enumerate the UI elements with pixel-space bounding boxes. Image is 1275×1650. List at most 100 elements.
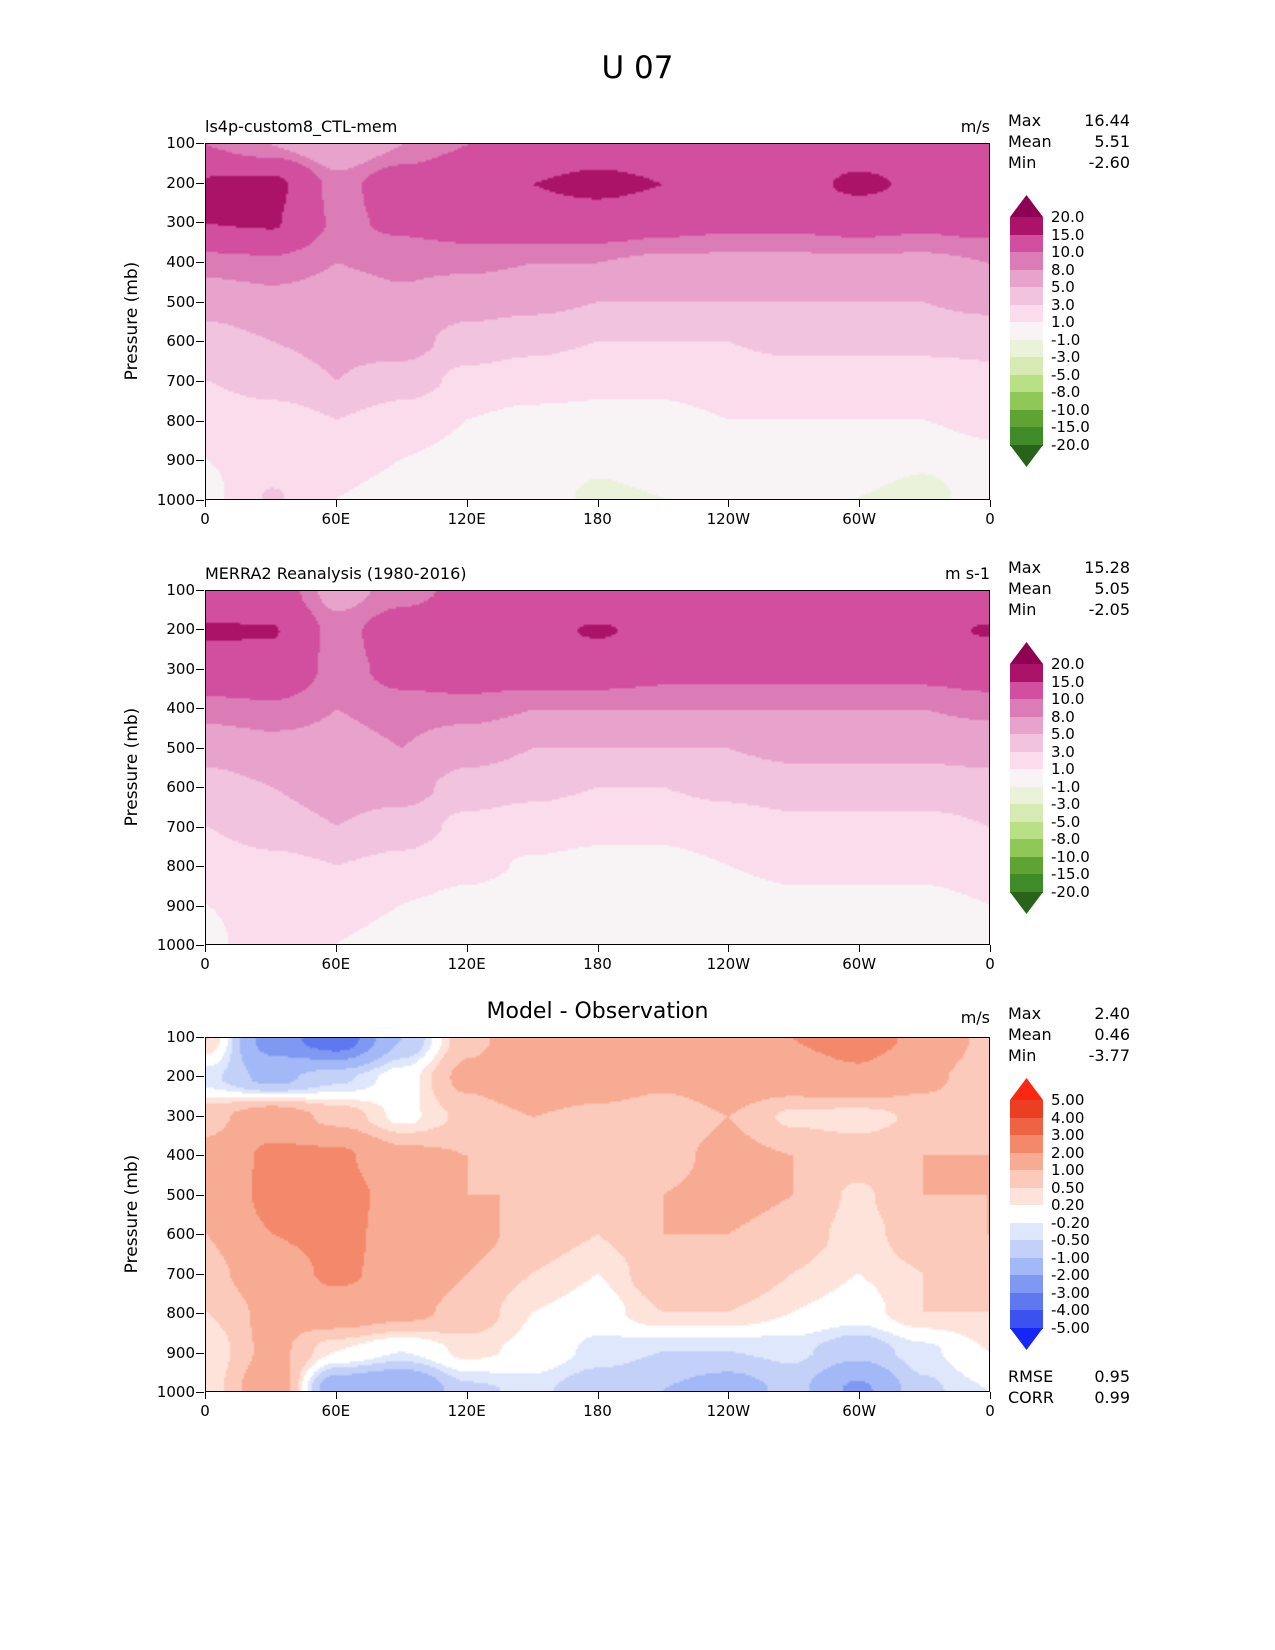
tick-mark-y (196, 1115, 204, 1117)
stat-mean: Mean 5.05 (1008, 578, 1130, 599)
colorbar-tick-label: 5.00 (1051, 1091, 1085, 1109)
colorbar-tick-label: 5.0 (1051, 725, 1075, 744)
tick-mark-x (205, 1392, 206, 1399)
colorbar-segment (1010, 392, 1043, 411)
colorbar-segment (1010, 1257, 1043, 1276)
colorbar-tick-label: 8.0 (1051, 707, 1075, 726)
tick-mark-x (335, 945, 337, 952)
stats-difference: Max 2.40 Mean 0.46 Min -3.77 (1008, 1003, 1130, 1066)
ytick-label: 1000 (156, 491, 195, 509)
colorbar-tick-label: 10.0 (1051, 690, 1085, 709)
ytick-label: 200 (166, 620, 195, 639)
colorbar-segment (1010, 664, 1043, 683)
colorbar-arrow-down (1010, 892, 1043, 914)
tick-mark-y (196, 1194, 204, 1196)
tick-mark-x (859, 945, 861, 952)
colorbar-arrow-up (1010, 1078, 1043, 1100)
ytick-label: 800 (166, 1304, 195, 1323)
ytick-label: 300 (166, 659, 195, 678)
colorbar-tick-label: 15.0 (1051, 225, 1085, 244)
colorbar-tick-label: 0.50 (1051, 1178, 1085, 1197)
tick-mark-y (196, 945, 204, 946)
xtick-label: 0 (200, 510, 210, 528)
colorbar-segment (1010, 681, 1043, 700)
xtick-label: 60W (842, 955, 877, 973)
colorbar-segment (1010, 856, 1043, 876)
xtick-label: 120E (447, 510, 486, 528)
colorbar-segment (1010, 1117, 1043, 1136)
colorbar-tick-label: 3.00 (1051, 1126, 1085, 1145)
tick-mark-y (196, 143, 204, 144)
stat-rmse: RMSE 0.95 (1008, 1366, 1130, 1387)
colorbar-segment (1010, 1170, 1043, 1189)
tick-mark-y (196, 747, 204, 749)
stat-label: Max (1008, 1004, 1042, 1023)
panel-title-reanalysis: MERRA2 Reanalysis (1980-2016) (205, 564, 467, 583)
tick-mark-y (196, 1076, 204, 1078)
tick-mark-y (196, 301, 204, 303)
stat-value: 0.99 (1094, 1388, 1130, 1407)
units-label-model: m/s (960, 117, 990, 136)
colorbar-segment (1010, 1187, 1043, 1206)
tick-mark-x (597, 500, 599, 507)
colorbar-tick-label: 10.0 (1051, 243, 1085, 262)
colorbar-tick-label: -4.00 (1051, 1301, 1090, 1320)
colorbar-tick-label: -15.0 (1051, 865, 1090, 884)
colorbar-tick-label: -8.0 (1051, 830, 1081, 849)
colorbar-segment (1010, 839, 1043, 858)
colorbar-tick-label: 15.0 (1051, 672, 1085, 691)
plot-area-difference (205, 1037, 990, 1392)
tick-mark-y (196, 222, 204, 224)
tick-mark-x (859, 500, 861, 507)
colorbar-tick-label: 3.0 (1051, 295, 1075, 314)
colorbar-segment (1010, 1222, 1043, 1241)
ytick-label: 300 (166, 213, 195, 232)
tick-mark-x (597, 945, 599, 952)
colorbar-segment (1010, 734, 1043, 753)
xtick-label: 0 (200, 955, 210, 973)
units-label-difference: m/s (960, 1008, 990, 1027)
colorbar-segment (1010, 821, 1043, 840)
colorbar-segment (1010, 269, 1043, 288)
ytick-label: 1000 (156, 936, 195, 954)
colorbar-segment (1010, 1310, 1043, 1329)
stat-max: Max 15.28 (1008, 557, 1130, 578)
stat-label: Min (1008, 600, 1037, 619)
colorbar-tick-label: 8.0 (1051, 260, 1075, 279)
stat-label: Mean (1008, 579, 1052, 598)
colorbar-tick-label: -3.00 (1051, 1283, 1090, 1302)
colorbar-segment (1010, 357, 1043, 376)
colorbar-segment (1010, 874, 1043, 893)
xtick-label: 180 (583, 955, 612, 973)
colorbar-tick-label: -0.50 (1051, 1231, 1090, 1250)
stat-value: 5.51 (1094, 132, 1130, 151)
xtick-label: 0 (985, 1402, 995, 1420)
ytick-label: 100 (166, 581, 195, 599)
ytick-label: 700 (166, 817, 195, 836)
colorbar-segment (1010, 1240, 1043, 1259)
ytick-label: 1000 (156, 1383, 195, 1401)
colorbar-segment (1010, 339, 1043, 358)
tick-mark-y (196, 905, 204, 907)
stat-label: Max (1008, 558, 1042, 577)
colorbar-tick-label: 3.0 (1051, 742, 1075, 761)
ytick-label: 900 (166, 451, 195, 470)
stat-value: 0.95 (1094, 1367, 1130, 1386)
tick-mark-x (466, 1392, 468, 1399)
colorbar-segment (1010, 1292, 1043, 1312)
stat-corr: CORR 0.99 (1008, 1387, 1130, 1408)
panel-title-model: ls4p-custom8_CTL-mem (205, 117, 398, 136)
tick-mark-y (196, 420, 204, 422)
y-axis-label-difference: Pressure (mb) (122, 1154, 142, 1274)
tick-mark-y (196, 1392, 204, 1393)
colorbar-segment (1010, 1205, 1043, 1224)
units-label-reanalysis: m s-1 (945, 564, 990, 583)
colorbar-tick-label: -10.0 (1051, 847, 1090, 866)
colorbar-arrow-up (1010, 642, 1043, 664)
stat-min: Min -2.60 (1008, 152, 1130, 173)
colorbar-arrow-down (1010, 445, 1043, 467)
tick-mark-y (196, 629, 204, 631)
stats-model: Max 16.44 Mean 5.51 Min -2.60 (1008, 110, 1130, 173)
contour-canvas-reanalysis (206, 591, 989, 944)
stat-max: Max 2.40 (1008, 1003, 1130, 1024)
